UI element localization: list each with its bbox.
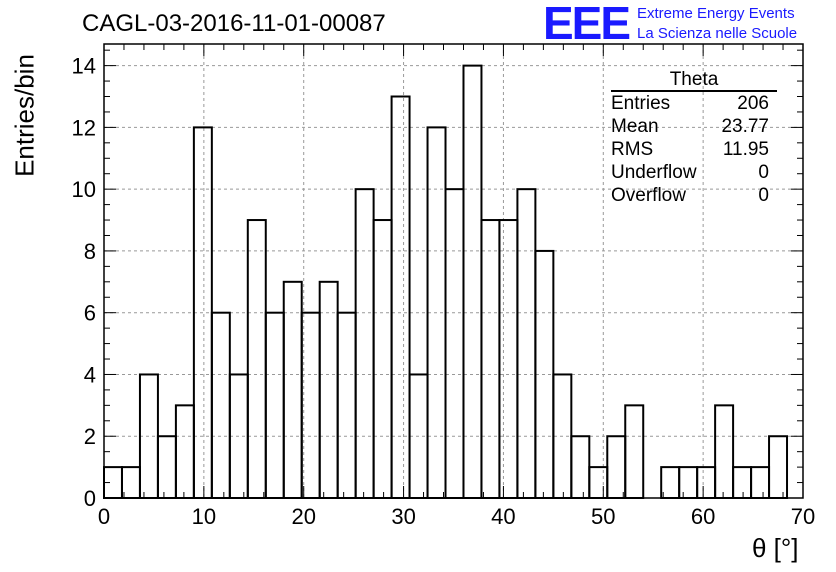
histogram-bin <box>174 404 195 499</box>
stats-value: 0 <box>758 162 769 183</box>
x-tick-label: 10 <box>192 504 216 529</box>
histogram-bin <box>444 188 465 499</box>
histogram-bin <box>336 311 357 499</box>
stats-box: Theta Entries 206 Mean 23.77 RMS 11.95 U… <box>611 70 777 207</box>
histogram-bin <box>750 466 771 499</box>
stats-row-entries: Entries 206 <box>611 92 777 115</box>
histogram-bin <box>768 435 789 499</box>
stats-row-underflow: Underflow 0 <box>611 161 777 184</box>
histogram-bin <box>156 435 177 499</box>
chart-title: CAGL-03-2016-11-01-00087 <box>82 10 386 37</box>
histogram-bin <box>714 404 735 499</box>
histogram-bin <box>210 311 231 499</box>
histogram-bin <box>498 219 519 500</box>
plot-frame <box>103 43 804 499</box>
histogram-bin <box>516 188 537 499</box>
histogram-bin <box>300 311 321 499</box>
histogram-bin <box>264 311 285 499</box>
y-tick-label: 8 <box>84 239 96 264</box>
y-tick-label: 6 <box>84 301 96 326</box>
histogram-bin <box>120 466 141 499</box>
stats-label: RMS <box>611 139 654 160</box>
stats-label: Mean <box>611 116 659 137</box>
stats-value: 206 <box>737 93 769 114</box>
stats-row-overflow: Overflow 0 <box>611 184 777 207</box>
y-tick-label: 14 <box>72 54 96 79</box>
stats-title: Theta <box>611 70 777 92</box>
y-tick-label: 0 <box>84 486 96 511</box>
y-axis-label: Entries/bin <box>9 54 40 177</box>
stats-value: 0 <box>758 185 769 206</box>
histogram-bin <box>390 95 411 500</box>
y-tick-label: 2 <box>84 424 96 449</box>
x-tick-label: 50 <box>591 504 615 529</box>
histogram-bin <box>372 219 393 500</box>
histogram-bin <box>480 219 501 500</box>
histogram-bin <box>318 280 339 499</box>
stats-label: Overflow <box>611 185 686 206</box>
stats-value: 11.95 <box>722 139 769 160</box>
histogram-bin <box>282 280 303 499</box>
y-tick-label: 12 <box>72 115 96 140</box>
stats-label: Underflow <box>611 162 697 183</box>
stats-row-mean: Mean 23.77 <box>611 115 777 138</box>
x-tick-label: 60 <box>691 504 715 529</box>
logo-caption-line2: La Scienza nelle Scuole <box>637 25 798 42</box>
histogram-bin <box>624 404 645 499</box>
y-tick-label: 10 <box>72 177 96 202</box>
logo-caption: Extreme Energy Events La Scienza nelle S… <box>637 4 797 44</box>
histogram-bin <box>570 435 591 499</box>
x-tick-label: 40 <box>491 504 515 529</box>
stats-label: Entries <box>611 93 671 114</box>
y-tick-label: 4 <box>84 362 96 387</box>
x-tick-label: 0 <box>98 504 110 529</box>
histogram-bin <box>696 466 717 499</box>
histogram-bin <box>588 466 609 499</box>
x-axis-label: θ [°] <box>752 533 799 563</box>
histogram-bin <box>246 219 267 500</box>
histogram-bin <box>354 188 375 499</box>
histogram-bin <box>732 466 753 499</box>
stats-row-rms: RMS 11.95 <box>611 138 777 161</box>
x-tick-label: 70 <box>791 504 815 529</box>
x-tick-label: 30 <box>391 504 415 529</box>
eee-logo: EEE <box>543 0 631 49</box>
x-tick-label: 20 <box>291 504 315 529</box>
logo-caption-line1: Extreme Energy Events <box>637 5 795 22</box>
histogram-bin <box>606 435 627 499</box>
histogram-bin <box>660 466 681 499</box>
histogram-bin <box>462 64 483 499</box>
histogram-bin <box>678 466 699 499</box>
stats-value: 23.77 <box>721 116 769 137</box>
